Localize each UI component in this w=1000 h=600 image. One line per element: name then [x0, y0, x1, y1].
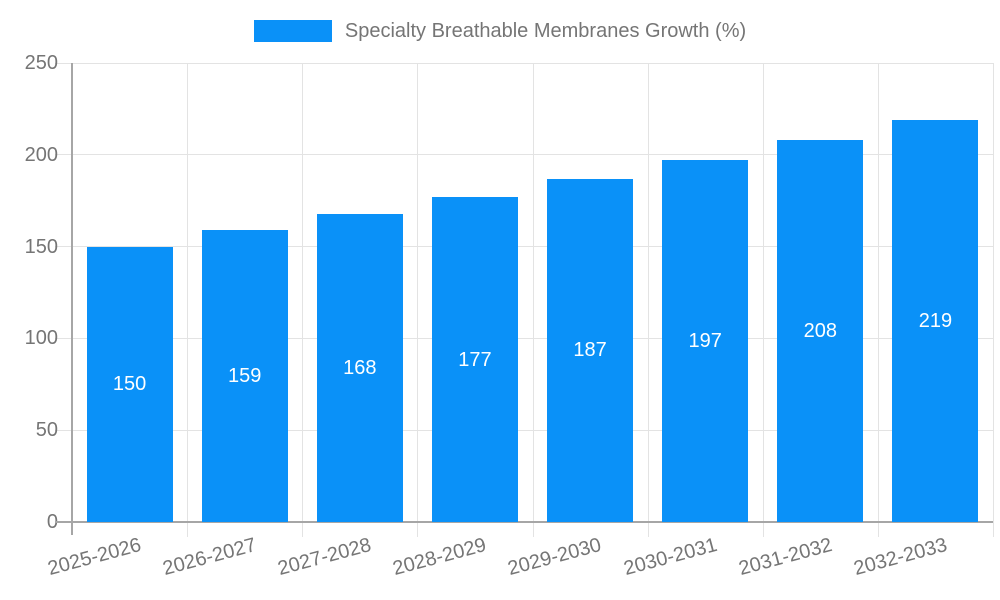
- y-tick-label: 200: [24, 143, 58, 166]
- bar-value-label: 177: [458, 348, 492, 371]
- y-tick-label: 0: [46, 511, 58, 533]
- bar-value-label: 208: [803, 320, 837, 343]
- bar-value-label: 187: [573, 339, 607, 362]
- y-tick-label: 100: [24, 327, 58, 350]
- bar-value-label: 150: [112, 373, 147, 396]
- bar-value-label: 159: [228, 365, 262, 388]
- bar[interactable]: [662, 160, 749, 522]
- bar[interactable]: [892, 119, 979, 522]
- x-axis-line: [55, 521, 993, 523]
- grid-line-v: [417, 63, 419, 537]
- y-tick-label: 150: [24, 235, 58, 258]
- bar[interactable]: [547, 178, 634, 522]
- legend[interactable]: Specialty Breathable Membranes Growth (%…: [0, 17, 1000, 45]
- bar[interactable]: [777, 140, 864, 522]
- grid-line-v: [532, 63, 534, 537]
- bar-value-label: 168: [343, 356, 377, 379]
- x-tick-label: 2025-2026: [45, 533, 144, 580]
- x-tick-label: 2029-2030: [505, 533, 605, 580]
- bar-value-label: 219: [918, 309, 953, 332]
- grid-line-v: [877, 63, 879, 537]
- y-tick-label: 50: [35, 419, 58, 442]
- bar[interactable]: [316, 213, 403, 522]
- grid-line-h: [55, 62, 993, 64]
- x-tick-label: 2027-2028: [275, 533, 374, 580]
- x-tick-label: 2028-2029: [390, 533, 489, 580]
- grid-line-h: [55, 246, 993, 248]
- bar[interactable]: [431, 197, 518, 522]
- y-axis-line: [71, 63, 73, 535]
- bar[interactable]: [86, 246, 173, 522]
- y-tick-label: 250: [24, 52, 58, 74]
- grid-line-v: [993, 63, 994, 537]
- bar-value-label: 197: [688, 330, 722, 353]
- x-tick-label: 2026-2027: [160, 533, 259, 580]
- legend-swatch-icon: [253, 20, 332, 42]
- grid-line-h: [55, 154, 993, 156]
- grid-line-h: [55, 337, 993, 339]
- x-tick-label: 2031-2032: [736, 533, 835, 580]
- grid-line-v: [302, 63, 304, 537]
- x-tick-label: 2032-2033: [851, 533, 950, 580]
- x-tick-label: 2030-2031: [621, 533, 720, 580]
- grid-line-v: [647, 63, 649, 537]
- grid-line-v: [187, 63, 189, 537]
- grid-line-v: [762, 63, 764, 537]
- legend-label: Specialty Breathable Membranes Growth (%…: [344, 19, 747, 42]
- bar[interactable]: [201, 230, 288, 522]
- grid-line-h: [55, 429, 993, 431]
